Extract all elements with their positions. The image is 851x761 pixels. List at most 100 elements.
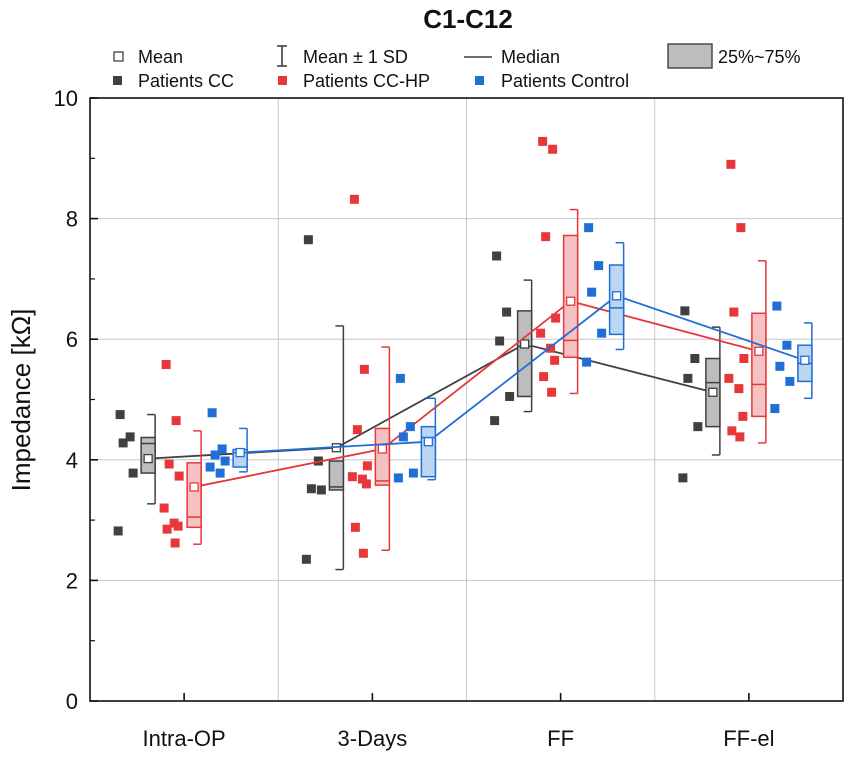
mean-marker [611,291,622,301]
data-point [350,522,360,532]
data-point [362,461,372,471]
data-point [361,479,371,489]
series-patients-cc-hp [159,136,767,558]
data-point [173,521,183,531]
data-point [546,343,556,353]
data-point [215,468,225,478]
legend-sd-marker [277,45,287,67]
data-point [164,459,174,469]
mean-marker [800,355,810,365]
chart-title: C1-C12 [423,4,513,34]
data-point [347,472,357,482]
data-point [210,450,220,460]
data-point [161,360,171,370]
legend-median-label: Median [501,47,560,67]
iqr-box [186,462,202,529]
data-point [726,159,736,169]
x-tick-label: FF [547,726,574,751]
data-point [582,357,592,367]
y-tick-label: 2 [66,568,78,593]
data-point [738,411,748,421]
data-point [492,251,502,261]
data-point [174,471,184,481]
data-point [357,474,367,484]
iqr-box [562,234,579,359]
data-point [349,194,359,204]
data-point [128,468,138,478]
data-point [584,223,594,233]
data-point [301,554,311,564]
data-point [785,376,795,386]
data-point [770,404,780,414]
mean-marker [189,482,199,492]
data-point [736,223,746,233]
data-point [205,462,215,472]
y-tick-label: 0 [66,689,78,714]
legend-cchp-label: Patients CC-HP [303,71,430,91]
mean-marker [377,444,388,454]
data-point [306,484,316,494]
data-point [316,485,326,495]
data-point [678,473,688,483]
mean-marker [519,339,530,349]
data-point [724,373,734,383]
iqr-box [328,460,345,491]
y-tick-label: 4 [66,448,78,473]
data-point [782,340,792,350]
legend-iqr-label: 25%~75% [718,47,801,67]
series-patients-cc [113,235,721,571]
legend-control-marker [475,76,484,85]
data-point [547,387,557,397]
data-point [352,425,362,435]
data-point [541,232,551,242]
data-point [359,364,369,374]
data-point [548,144,558,154]
mean-marker [565,296,576,306]
y-tick-label: 10 [54,86,78,111]
iqr-box [751,312,767,418]
legend-control-label: Patients Control [501,71,629,91]
legend-mean-label: Mean [138,47,183,67]
mean-line [240,294,806,454]
data-point [220,456,230,466]
data-point [594,261,604,271]
series-patients-control [205,223,813,483]
iqr-box [374,427,391,486]
data-point [683,373,693,383]
legend-mean-marker [113,51,124,62]
mean-line [193,300,760,488]
data-point [550,355,560,365]
data-point [495,336,505,346]
data-point [538,136,548,146]
data-point [502,307,512,317]
data-point [775,361,785,371]
data-point [539,372,549,382]
mean-marker [754,346,764,356]
legend-cc-marker [113,76,122,85]
plot-area [113,136,813,571]
legend: Mean Mean ± 1 SD Median 25%~75% Patients… [113,43,801,91]
data-point [303,235,313,245]
data-point [395,373,405,383]
data-point [115,410,125,420]
y-tick-label: 8 [66,207,78,232]
data-point [772,301,782,311]
data-point [587,287,597,297]
mean-marker [423,437,434,447]
data-point [739,353,749,363]
data-point [680,306,690,316]
data-point [171,416,181,426]
data-point [358,548,368,558]
mean-marker [235,447,245,458]
x-tick-label: Intra-OP [143,726,226,751]
axes: 0 2 4 6 8 10 Intra-OP 3-Days FF FF-el [54,86,844,751]
data-point [490,416,500,426]
data-point [551,313,561,323]
legend-iqr-marker [667,43,713,69]
data-point [118,438,128,448]
mean-marker [708,387,718,397]
data-point [536,328,546,338]
legend-cchp-marker [278,76,287,85]
data-point [729,307,739,317]
